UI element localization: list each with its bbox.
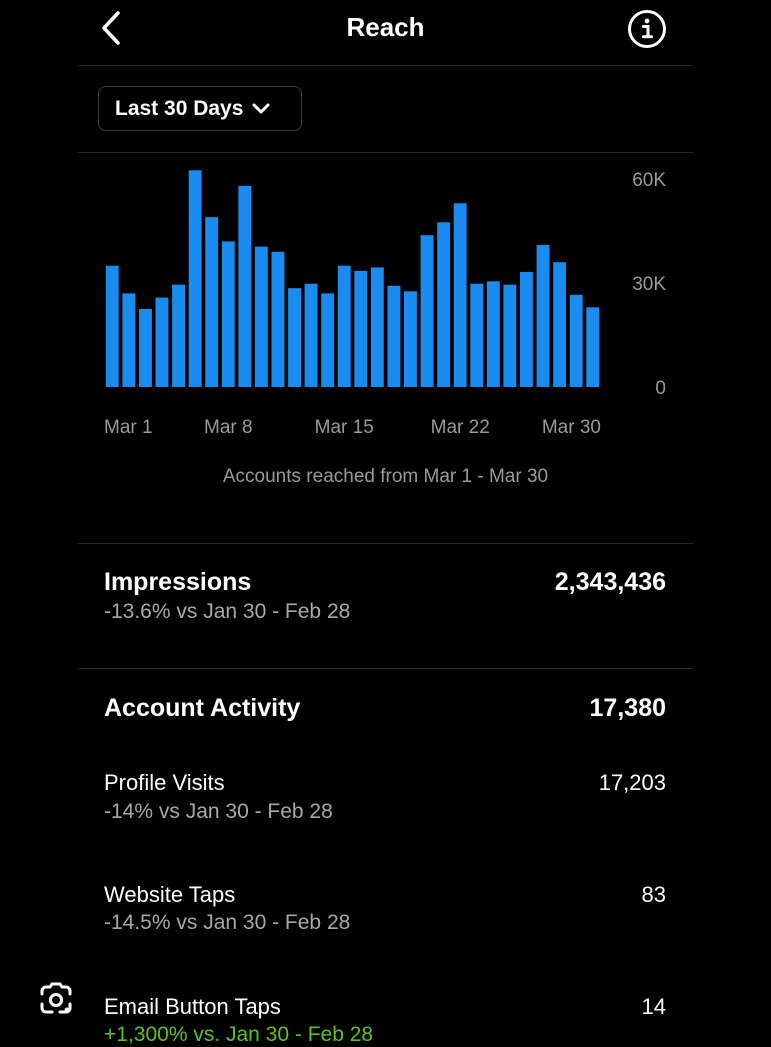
chart-bar: [321, 293, 335, 387]
x-tick-label: Mar 1: [104, 417, 153, 438]
chart-bar: [404, 291, 417, 387]
chart-bar: [254, 246, 268, 387]
website-taps-change: -14.5% vs Jan 30 - Feb 28: [104, 911, 351, 934]
chart-bar: [288, 288, 301, 387]
chart-bar: [188, 170, 202, 387]
info-button[interactable]: [626, 8, 668, 50]
profile-visits-label: Profile Visits: [104, 770, 225, 795]
chart-bar: [354, 270, 368, 387]
chart-caption: Accounts reached from Mar 1 - Mar 30: [222, 466, 549, 487]
impressions-divider: [78, 668, 693, 669]
website-taps-value: 83: [641, 882, 666, 907]
page-title: Reach: [346, 12, 425, 42]
filter-divider: [78, 152, 693, 153]
chart-bar: [172, 284, 185, 387]
chart-bar: [122, 293, 136, 387]
email-taps-label: Email Button Taps: [104, 994, 281, 1019]
google-lens-icon: [40, 982, 72, 1014]
back-button[interactable]: [92, 6, 132, 50]
x-tick-label: Mar 15: [315, 417, 374, 438]
x-tick-label: Mar 30: [542, 417, 601, 438]
chevron-down-icon: [252, 103, 270, 113]
chart-bar: [221, 241, 235, 387]
reach-bar-chart: 60K 30K 0 Mar 1 Mar 8 Mar 15 Mar 22 Mar 30: [104, 170, 666, 438]
header-divider: [78, 65, 693, 66]
chart-bar: [370, 267, 384, 387]
x-tick-label: Mar 8: [204, 417, 253, 438]
chart-bar: [470, 283, 484, 387]
info-icon: [628, 10, 666, 48]
chart-bar: [387, 285, 401, 387]
email-taps-change: +1,300% vs. Jan 30 - Feb 28: [104, 1023, 374, 1046]
profile-visits-value: 17,203: [598, 770, 666, 795]
email-taps-value: 14: [641, 994, 666, 1019]
impressions-label: Impressions: [104, 568, 252, 596]
profile-visits-change: -14% vs Jan 30 - Feb 28: [104, 800, 333, 823]
chart-bar: [337, 265, 351, 387]
x-tick-label: Mar 22: [431, 417, 490, 438]
impressions-change: -13.6% vs Jan 30 - Feb 28: [104, 600, 351, 623]
impressions-value: 2,343,436: [554, 568, 666, 596]
chevron-left-icon: [102, 11, 120, 45]
chart-bar: [520, 271, 533, 387]
y-tick-label: 60K: [632, 170, 666, 191]
account-activity-value: 17,380: [589, 694, 666, 722]
chart-bar: [139, 309, 152, 387]
header: Reach: [0, 0, 771, 62]
chart-divider: [78, 543, 693, 544]
chart-bar: [486, 281, 500, 387]
chart-bar: [304, 283, 318, 387]
google-lens-button[interactable]: [36, 982, 76, 1018]
y-tick-label: 30K: [632, 274, 666, 295]
chart-bar: [453, 203, 467, 387]
date-range-dropdown[interactable]: Last 30 Days: [98, 86, 302, 131]
website-taps-label: Website Taps: [104, 882, 236, 907]
chart-bar: [420, 235, 434, 387]
chart-bar: [437, 222, 451, 387]
chart-bar: [553, 262, 566, 387]
chart-bar: [536, 244, 550, 387]
chart-bar: [238, 185, 252, 387]
chart-bar: [569, 294, 583, 387]
chart-bar: [205, 217, 219, 387]
chart-bar: [105, 265, 119, 387]
y-tick-label: 0: [655, 378, 666, 399]
date-range-label: Last 30 Days: [115, 96, 244, 120]
chart-bar: [271, 251, 285, 387]
chart-bar: [503, 284, 517, 387]
chart-bar: [586, 307, 600, 387]
account-activity-label: Account Activity: [104, 694, 301, 722]
chart-bar: [155, 297, 169, 387]
